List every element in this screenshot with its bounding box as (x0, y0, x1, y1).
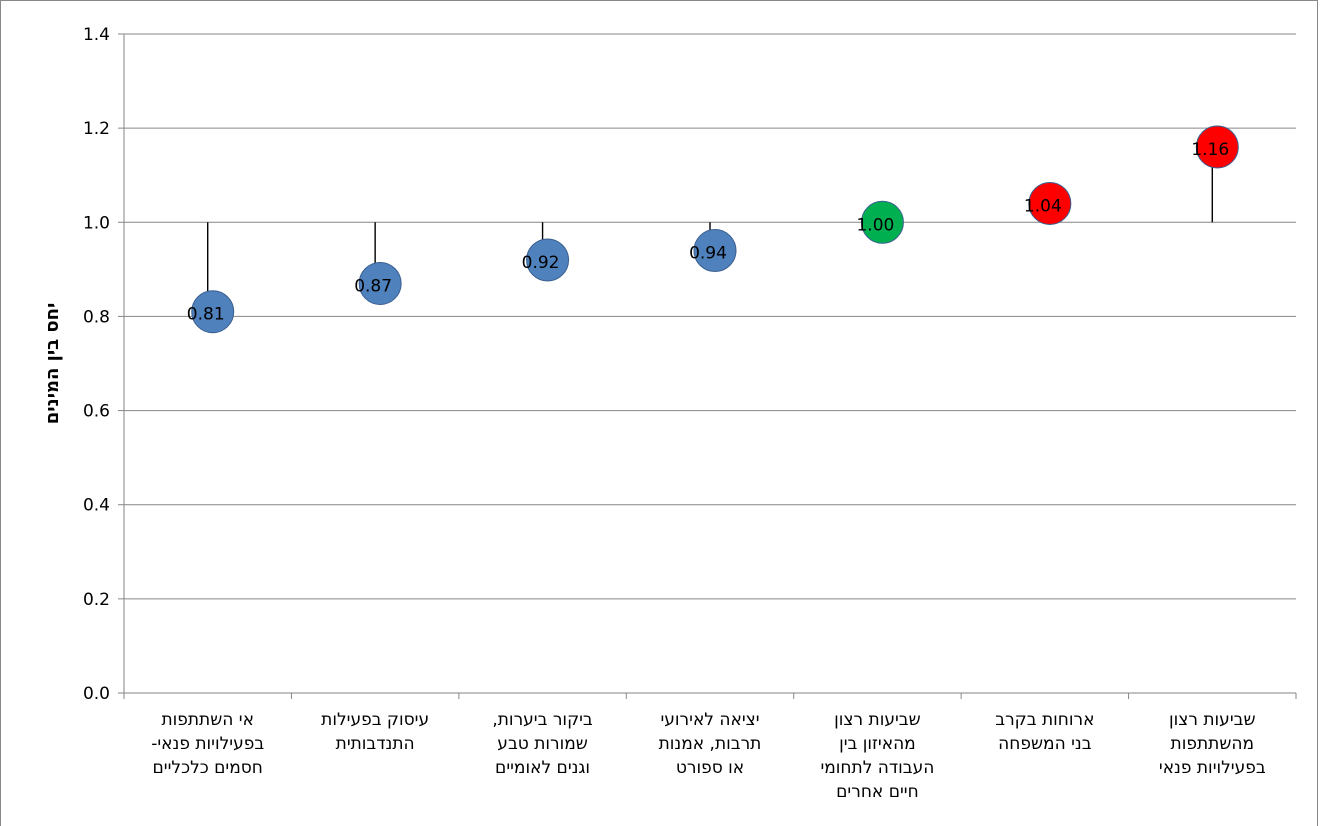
gridlines (118, 33, 1297, 699)
category-label-line: עיסוק בפעילות (321, 710, 429, 730)
y-tick-label: 1.0 (83, 213, 110, 233)
category-label-line: מהאיזון בין (839, 734, 916, 754)
category-label-line: שביעות רצון (1169, 710, 1255, 730)
category-label-line: בפעילויות פנאי (1159, 758, 1266, 778)
data-label: 1.00 (856, 215, 894, 235)
category-label-line: חיים אחרים (836, 782, 919, 802)
data-point (1195, 125, 1239, 169)
category-label-line: העבודה לתחומי (820, 758, 934, 778)
category-label-line: וגנים לאומיים (495, 758, 590, 778)
data-point (860, 200, 904, 244)
y-axis-title: יחס בין המינים (42, 303, 63, 425)
category-label-line: בפעילויות פנאי- (151, 734, 264, 754)
y-tick-label: 0.8 (83, 307, 110, 327)
category-label: ביקור ביערות, שמורות טבע וגנים לאומיים (492, 710, 593, 778)
category-label-line: בני המשפחה (998, 734, 1092, 754)
category-labels: אי השתתפות בפעילויות פנאי- חסמים כלכליים עי… (151, 710, 1266, 802)
data-point (191, 290, 235, 334)
data-label: 1.16 (1191, 140, 1229, 160)
category-label-line: שמורות טבע (497, 734, 588, 754)
data-point (526, 238, 570, 282)
category-label: אי השתתפות בפעילויות פנאי- חסמים כלכליים (151, 710, 264, 778)
category-label-line: מהשתתפות (1171, 734, 1254, 754)
category-label-line: שביעות רצון (834, 710, 920, 730)
category-label: שביעות רצון מהאיזון בין העבודה לתחומי חיים … (820, 710, 934, 802)
category-label-line: או ספורט (676, 758, 744, 778)
category-label: שביעות רצון מהשתתפות בפעילויות פנאי (1159, 710, 1266, 778)
data-label: 1.04 (1024, 196, 1062, 216)
y-tick-label: 0.2 (83, 590, 110, 610)
category-label-line: אי השתתפות (161, 710, 254, 730)
y-tick-label: 0.4 (83, 496, 110, 516)
category-label-line: תרבות, אמנות (659, 734, 762, 754)
data-label: 0.92 (522, 253, 560, 273)
y-tick-label: 1.4 (83, 25, 110, 45)
y-tick-label: 0.0 (83, 684, 110, 704)
data-point (358, 261, 402, 305)
category-label-line: התנדבותית (336, 734, 415, 754)
category-label: יציאה לאירועי תרבות, אמנות או ספורט (659, 710, 762, 778)
category-label-line: ארוחות בקרב (995, 710, 1094, 730)
category-label-line: חסמים כלכליים (153, 758, 263, 778)
category-label-line: יציאה לאירועי (660, 710, 759, 730)
y-tick-labels: 0.0 0.2 0.4 0.6 0.8 1.0 1.2 1.4 (83, 25, 110, 704)
category-label: ארוחות בקרב בני המשפחה (995, 710, 1094, 754)
data-points: 0.81 0.87 0.92 0.94 1.00 1.04 1.16 (187, 125, 1239, 334)
y-tick-label: 1.2 (83, 119, 110, 139)
data-point (1028, 181, 1072, 225)
data-label: 0.81 (187, 305, 225, 325)
data-point (693, 229, 737, 273)
data-label: 0.87 (354, 276, 392, 296)
category-label: עיסוק בפעילות התנדבותית (321, 710, 429, 754)
y-tick-label: 0.6 (83, 402, 110, 422)
data-label: 0.94 (689, 244, 727, 264)
category-label-line: ביקור ביערות, (492, 710, 593, 730)
